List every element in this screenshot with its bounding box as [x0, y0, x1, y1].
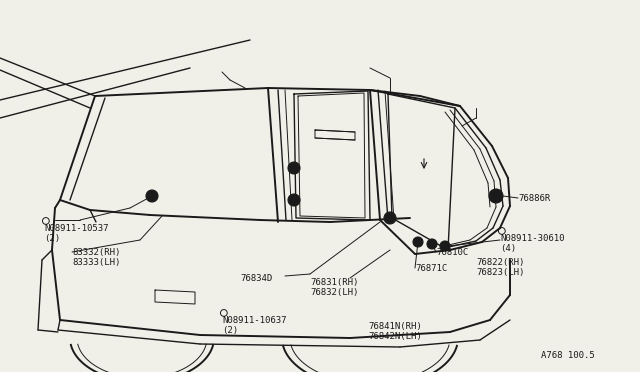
Circle shape — [387, 215, 393, 221]
Circle shape — [288, 162, 300, 174]
Circle shape — [427, 239, 437, 249]
Text: 76886R: 76886R — [518, 193, 550, 202]
Circle shape — [291, 165, 297, 171]
Text: 76841N(RH)
76842N(LH): 76841N(RH) 76842N(LH) — [368, 322, 422, 341]
Text: N08911-30610
(4): N08911-30610 (4) — [500, 234, 564, 253]
Text: 76871C: 76871C — [415, 264, 447, 273]
Text: 76810C: 76810C — [436, 248, 468, 257]
Circle shape — [149, 193, 155, 199]
Text: N08911-10637
(2): N08911-10637 (2) — [222, 316, 287, 336]
Circle shape — [440, 241, 450, 251]
Circle shape — [291, 197, 297, 203]
Text: 83332(RH)
83333(LH): 83332(RH) 83333(LH) — [72, 248, 120, 267]
Text: N08911-10537
(2): N08911-10537 (2) — [44, 224, 109, 243]
Circle shape — [146, 190, 158, 202]
Text: 76834D: 76834D — [240, 274, 272, 283]
Text: A768 100.5: A768 100.5 — [541, 351, 595, 360]
Text: 76822(RH)
76823(LH): 76822(RH) 76823(LH) — [476, 258, 524, 278]
Circle shape — [288, 194, 300, 206]
Circle shape — [489, 189, 503, 203]
Circle shape — [493, 193, 499, 199]
Text: 76831(RH)
76832(LH): 76831(RH) 76832(LH) — [310, 278, 358, 297]
Circle shape — [413, 237, 423, 247]
Circle shape — [384, 212, 396, 224]
